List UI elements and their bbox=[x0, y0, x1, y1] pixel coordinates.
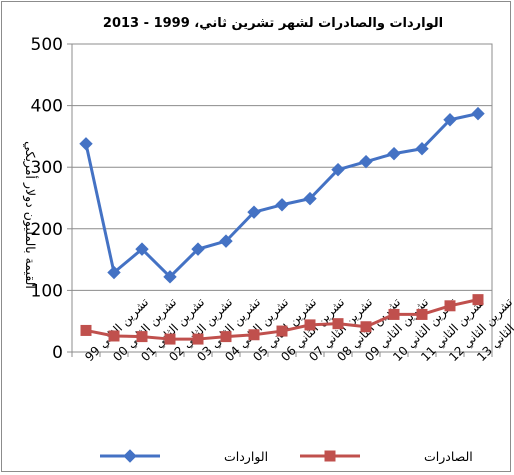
legend-label: الصادرات bbox=[424, 449, 473, 465]
data-point bbox=[248, 329, 260, 341]
series-exports bbox=[80, 294, 484, 345]
y-axis-label: القيمة بالمليون دولار أمريكي bbox=[22, 141, 39, 289]
data-point bbox=[331, 162, 345, 177]
legend: الواردات الصادرات bbox=[100, 449, 473, 465]
data-point bbox=[164, 333, 176, 345]
data-point bbox=[359, 154, 373, 169]
y-tick-label: 500 bbox=[31, 35, 63, 55]
y-tick-label: 200 bbox=[31, 220, 63, 240]
legend-label: الواردات bbox=[224, 449, 268, 465]
data-point bbox=[443, 113, 457, 127]
legend-item-exports: الصادرات bbox=[300, 449, 473, 465]
y-tick-label: 0 bbox=[52, 343, 63, 363]
y-tick-label: 100 bbox=[31, 281, 63, 301]
chart-title: الواردات والصادرات لشهر تشرين ثاني، 1999… bbox=[103, 16, 443, 31]
data-point bbox=[276, 325, 288, 337]
axes bbox=[67, 43, 493, 357]
y-tick-label: 300 bbox=[31, 158, 63, 178]
legend-marker bbox=[123, 449, 137, 463]
series bbox=[79, 106, 485, 345]
series-imports bbox=[79, 106, 485, 284]
y-tick-label: 400 bbox=[31, 97, 63, 117]
data-point bbox=[415, 142, 429, 156]
plot-area bbox=[71, 43, 493, 353]
data-point bbox=[332, 318, 344, 330]
legend-marker bbox=[324, 450, 336, 462]
data-point bbox=[107, 265, 121, 280]
data-point bbox=[79, 137, 93, 151]
legend-item-imports: الواردات bbox=[100, 449, 268, 465]
data-point bbox=[192, 333, 204, 345]
y-tick-labels: 0 100 200 300 400 500 bbox=[31, 35, 63, 363]
data-point bbox=[360, 321, 372, 333]
data-point bbox=[275, 198, 289, 212]
data-point bbox=[472, 294, 484, 306]
data-point bbox=[303, 191, 317, 206]
data-point bbox=[136, 331, 148, 343]
data-point bbox=[219, 234, 233, 248]
data-point bbox=[416, 308, 428, 320]
data-point bbox=[247, 205, 261, 219]
data-point bbox=[471, 106, 485, 121]
data-point bbox=[135, 242, 149, 256]
data-point bbox=[304, 319, 316, 331]
data-point bbox=[444, 300, 456, 312]
data-point bbox=[191, 242, 205, 256]
data-point bbox=[163, 270, 177, 284]
data-point bbox=[220, 331, 232, 343]
data-point bbox=[80, 324, 92, 336]
data-point bbox=[388, 308, 400, 320]
data-point bbox=[387, 146, 401, 161]
data-point bbox=[108, 330, 120, 342]
